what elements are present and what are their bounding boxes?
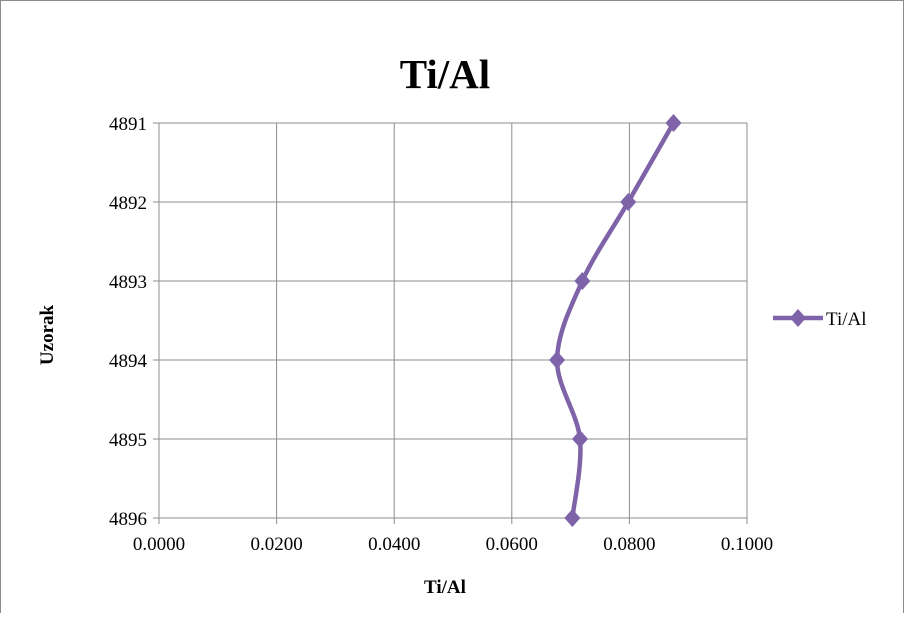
y-tick-label: 4893 xyxy=(109,272,147,293)
legend: Ti/Al xyxy=(773,309,867,330)
y-tick-label: 4894 xyxy=(109,351,148,372)
legend-label: Ti/Al xyxy=(826,309,867,330)
x-tick-label: 0.0800 xyxy=(603,534,655,555)
data-point xyxy=(549,351,566,369)
y-tick-label: 4891 xyxy=(109,114,147,135)
y-axis-title: Uzorak xyxy=(37,304,58,365)
x-tick-label: 0.0000 xyxy=(133,534,185,555)
series-layer xyxy=(549,114,682,527)
x-axis-title: Ti/Al xyxy=(424,577,466,598)
y-tick-label: 4895 xyxy=(109,430,147,451)
data-point xyxy=(572,430,589,448)
x-tick-label: 0.0400 xyxy=(368,534,420,555)
legend-marker xyxy=(790,309,806,327)
y-tick-label: 4896 xyxy=(109,509,147,530)
data-point xyxy=(620,193,637,211)
x-tick-label: 0.0200 xyxy=(250,534,302,555)
x-tick-label: 0.1000 xyxy=(721,534,773,555)
x-tick-label: 0.0600 xyxy=(486,534,538,555)
axes: 0.0000 0.0200 0.0400 0.0600 0.0800 0.1000 4891… xyxy=(109,114,773,555)
y-tick-label: 4892 xyxy=(109,193,147,214)
data-point xyxy=(574,272,591,290)
data-point xyxy=(564,509,581,527)
chart-title: Ti/Al xyxy=(400,51,490,97)
data-point xyxy=(665,114,682,132)
